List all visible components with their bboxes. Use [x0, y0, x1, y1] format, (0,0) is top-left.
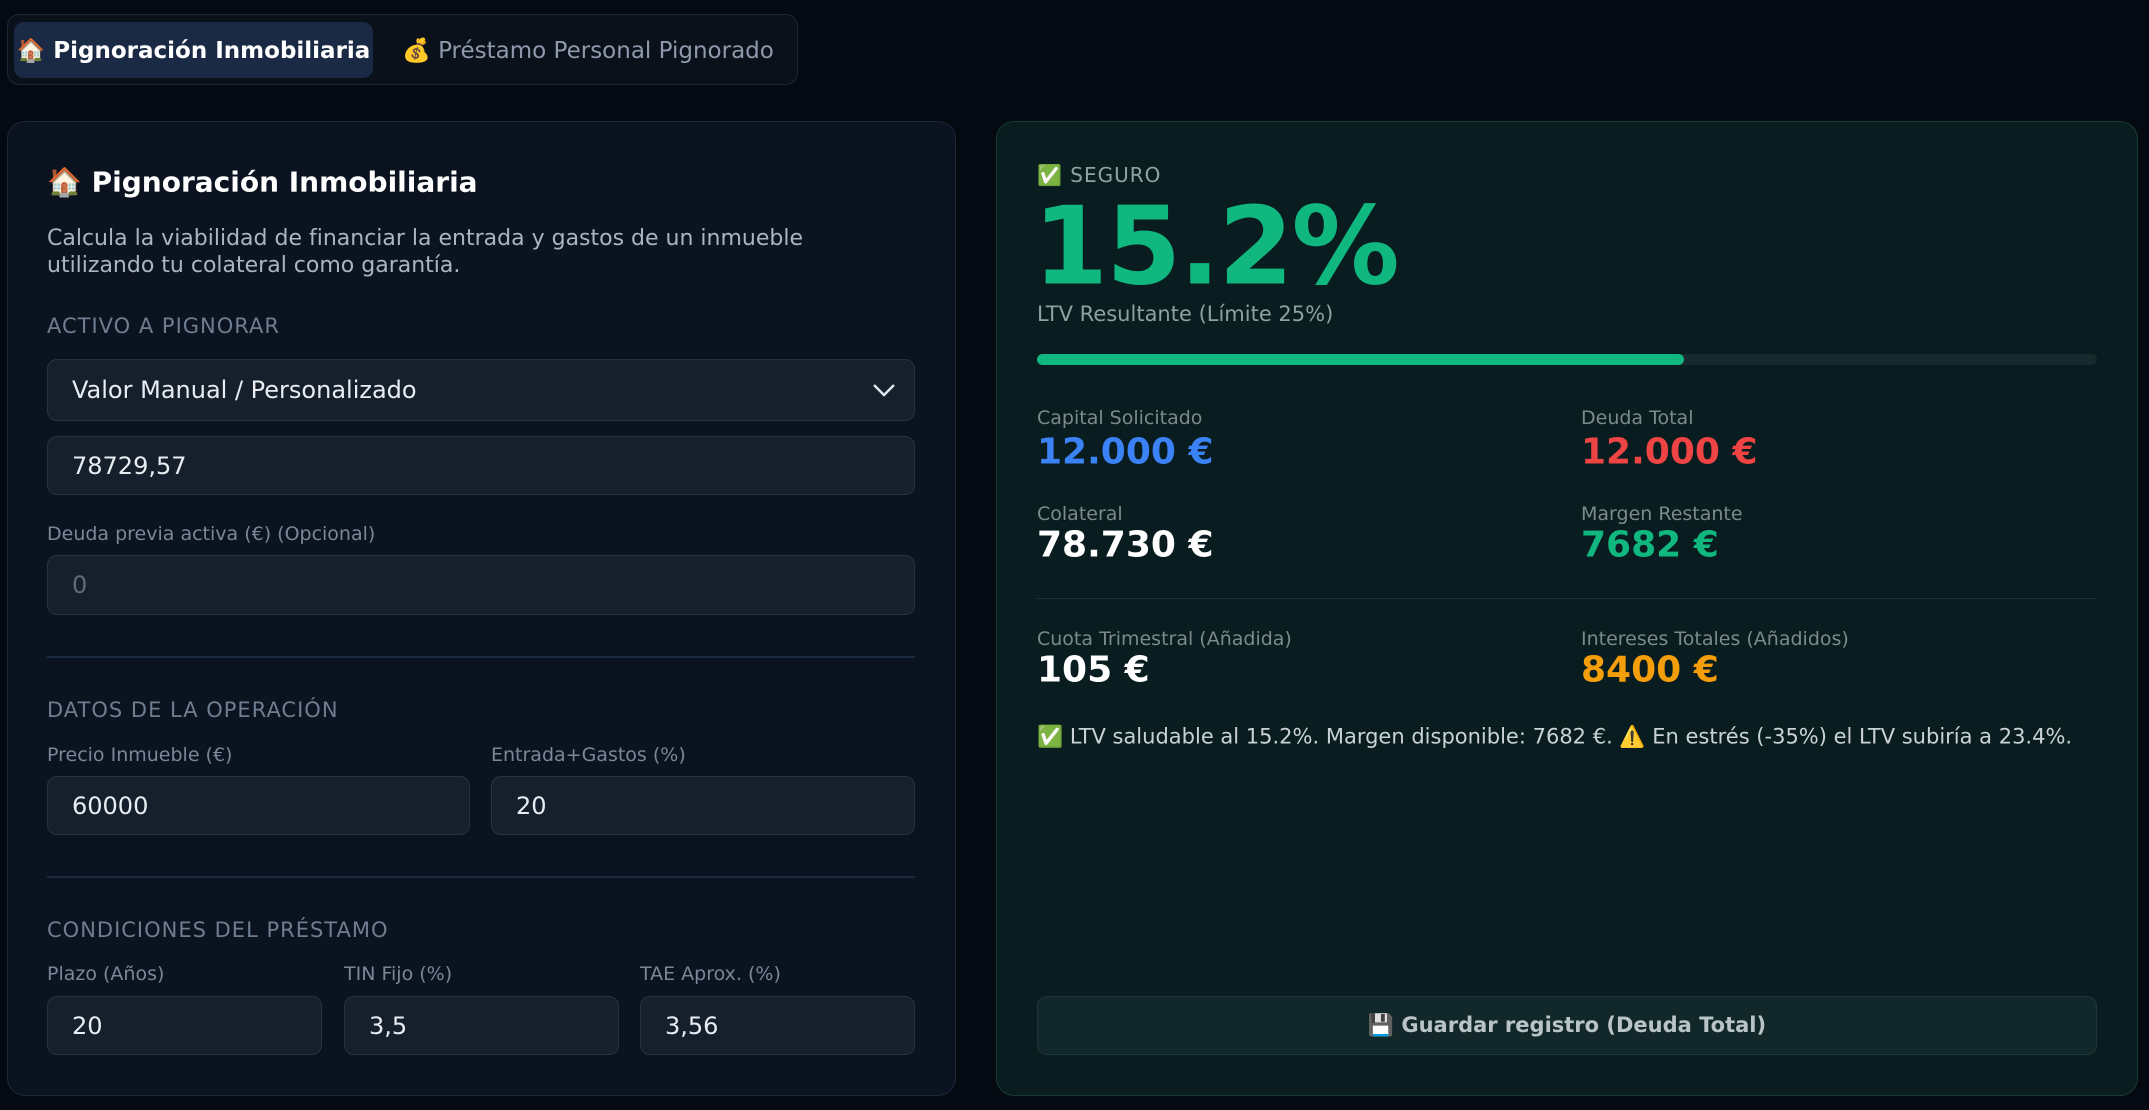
- field-label: Entrada+Gastos (%): [491, 744, 686, 766]
- field-label: TIN Fijo (%): [344, 963, 453, 985]
- down-input[interactable]: 20: [491, 776, 915, 835]
- metric-label: Intereses Totales (Añadidos): [1581, 628, 1849, 650]
- metric-label: Deuda Total: [1581, 407, 1694, 429]
- asset-select[interactable]: Valor Manual / Personalizado: [47, 359, 915, 421]
- ltv-value: 15.2%: [1033, 184, 1400, 310]
- metric-value: 12.000 €: [1037, 431, 1214, 473]
- metric-value: 78.730 €: [1037, 524, 1214, 566]
- select-value: Valor Manual / Personalizado: [72, 376, 417, 404]
- metric-value: 12.000 €: [1581, 431, 1758, 473]
- metric-value: 7682 €: [1581, 524, 1719, 566]
- metric-value: 8400 €: [1581, 649, 1719, 691]
- term-input[interactable]: 20: [47, 996, 322, 1055]
- form-title: 🏠 Pignoración Inmobiliaria: [47, 165, 478, 199]
- metric-value: 105 €: [1037, 649, 1150, 691]
- field-label: Precio Inmueble (€): [47, 744, 233, 766]
- price-input[interactable]: 60000: [47, 776, 470, 835]
- section-header: DATOS DE LA OPERACIÓN: [47, 698, 339, 722]
- progress-track: [1037, 354, 2097, 365]
- metric-label: Colateral: [1037, 503, 1123, 525]
- asset-value-input[interactable]: 78729,57: [47, 436, 915, 495]
- metric-label: Capital Solicitado: [1037, 407, 1203, 429]
- tae-input[interactable]: 3,56: [640, 996, 915, 1055]
- summary-message: ✅ LTV saludable al 15.2%. Margen disponi…: [1037, 724, 2073, 749]
- progress-fill: [1037, 354, 1684, 365]
- save-button[interactable]: 💾 Guardar registro (Deuda Total): [1037, 996, 2097, 1055]
- divider: [47, 656, 915, 658]
- metric-label: Cuota Trimestral (Añadida): [1037, 628, 1292, 650]
- chevron: [873, 384, 895, 397]
- divider: [47, 876, 915, 878]
- section-header: CONDICIONES DEL PRÉSTAMO: [47, 918, 389, 942]
- ltv-caption: LTV Resultante (Límite 25%): [1037, 302, 1334, 326]
- tab[interactable]: 💰 Préstamo Personal Pignorado: [402, 37, 774, 64]
- status: ✅ SEGURO: [1037, 163, 1162, 187]
- section-header: ACTIVO A PIGNORAR: [47, 314, 280, 338]
- field-label: Plazo (Años): [47, 963, 165, 985]
- tab-active[interactable]: 🏠 Pignoración Inmobiliaria: [14, 22, 373, 78]
- divider: [1037, 598, 2097, 599]
- description: Calcula la viabilidad de financiar la en…: [47, 226, 804, 278]
- result-panel: [996, 121, 2138, 1096]
- field-label: Deuda previa activa (€) (Opcional): [47, 523, 376, 545]
- tin-input[interactable]: 3,5: [344, 996, 619, 1055]
- prior-debt-input[interactable]: 0: [47, 555, 915, 615]
- field-label: TAE Aprox. (%): [640, 963, 781, 985]
- metric-label: Margen Restante: [1581, 503, 1743, 525]
